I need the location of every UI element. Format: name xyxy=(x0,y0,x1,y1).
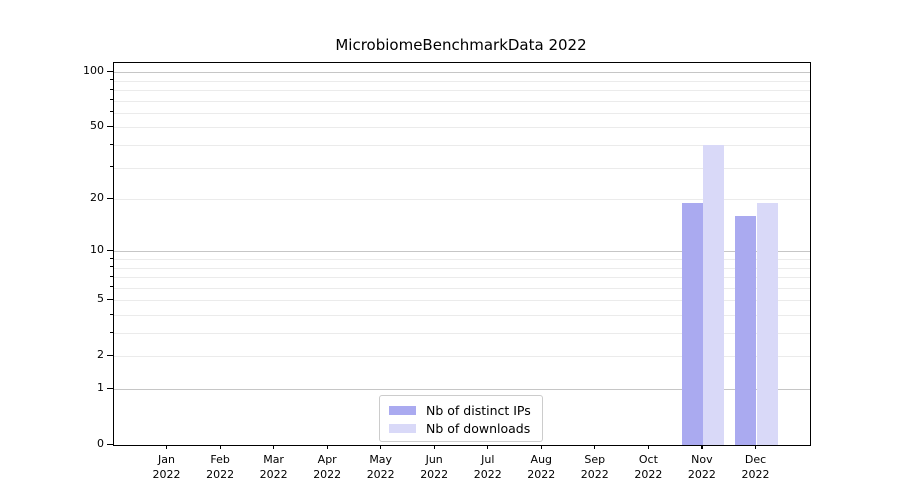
minor-gridline xyxy=(114,267,810,269)
x-tick-label: Apr 2022 xyxy=(313,453,342,481)
x-tick xyxy=(594,445,596,449)
minor-gridline xyxy=(114,287,810,289)
x-tick-label: Nov 2022 xyxy=(687,453,716,481)
y-minor-tick xyxy=(109,88,113,90)
y-minor-tick xyxy=(109,79,113,80)
major-gridline xyxy=(114,389,810,390)
y-tick xyxy=(107,70,113,72)
y-minor-tick xyxy=(109,143,113,145)
y-tick-label: 1 xyxy=(97,381,104,394)
x-tick xyxy=(380,445,382,449)
y-minor-tick xyxy=(109,286,113,288)
x-tick xyxy=(540,445,542,449)
bar-dec-ips xyxy=(735,216,757,445)
x-tick-label: Sep 2022 xyxy=(580,453,609,481)
minor-gridline xyxy=(114,144,810,146)
legend: Nb of distinct IPs Nb of downloads xyxy=(379,395,543,442)
x-tick-label: Jun 2022 xyxy=(420,453,449,481)
x-tick-label: Mar 2022 xyxy=(259,453,288,481)
x-tick xyxy=(755,445,757,449)
x-tick xyxy=(433,445,435,449)
y-tick-label: 10 xyxy=(90,243,104,257)
y-tick xyxy=(107,387,113,389)
x-tick-label: Dec 2022 xyxy=(741,453,770,481)
minor-gridline xyxy=(114,300,810,302)
major-gridline xyxy=(114,72,810,74)
minor-gridline xyxy=(114,100,810,102)
y-tick-label: 0 xyxy=(97,437,104,450)
minor-gridline xyxy=(114,127,810,129)
x-tick-label: Aug 2022 xyxy=(527,453,556,481)
minor-gridline xyxy=(114,356,810,358)
x-tick-label: Feb 2022 xyxy=(206,453,235,481)
y-minor-tick xyxy=(109,111,113,113)
minor-gridline xyxy=(114,333,810,334)
y-tick-label: 50 xyxy=(90,119,104,133)
y-minor-tick xyxy=(109,298,113,300)
y-tick-label: 100 xyxy=(83,64,104,78)
legend-label: Nb of distinct IPs xyxy=(426,403,531,418)
y-minor-tick xyxy=(109,313,113,315)
y-minor-tick xyxy=(109,99,113,100)
legend-row: Nb of distinct IPs xyxy=(389,403,533,418)
x-tick-label: May 2022 xyxy=(366,453,395,481)
minor-gridline xyxy=(114,89,810,91)
y-minor-tick xyxy=(109,125,113,127)
minor-gridline xyxy=(114,167,810,169)
legend-swatch-downloads xyxy=(389,424,416,433)
minor-gridline xyxy=(114,199,810,200)
x-tick-label: Oct 2022 xyxy=(634,453,663,481)
minor-gridline xyxy=(114,258,810,260)
y-tick xyxy=(107,249,113,251)
y-minor-tick xyxy=(109,354,113,356)
minor-gridline xyxy=(114,314,810,316)
bar-dec-downloads xyxy=(756,202,778,445)
y-tick-label: 20 xyxy=(90,191,104,204)
y-minor-tick xyxy=(109,197,113,199)
y-tick xyxy=(107,443,113,445)
y-tick-label: 2 xyxy=(97,348,104,362)
x-tick xyxy=(166,445,168,449)
x-tick xyxy=(487,445,489,449)
y-minor-tick xyxy=(109,166,113,167)
minor-gridline xyxy=(114,112,810,114)
legend-row: Nb of downloads xyxy=(389,421,533,436)
chart-title: MicrobiomeBenchmarkData 2022 xyxy=(335,36,587,54)
x-tick xyxy=(701,445,703,449)
y-minor-tick xyxy=(109,257,113,259)
minor-gridline xyxy=(114,277,810,278)
x-tick-label: Jul 2022 xyxy=(473,453,502,481)
x-tick xyxy=(326,445,328,449)
y-tick-label: 5 xyxy=(97,292,104,306)
bar-nov-ips xyxy=(681,202,703,445)
legend-label: Nb of downloads xyxy=(426,421,531,436)
legend-swatch-distinct-ips xyxy=(389,406,416,415)
y-minor-tick xyxy=(109,266,113,267)
x-tick xyxy=(273,445,275,449)
y-minor-tick xyxy=(109,331,113,333)
y-minor-tick xyxy=(109,275,113,277)
x-tick-label: Jan 2022 xyxy=(152,453,181,481)
plot-area: Nb of distinct IPs Nb of downloads xyxy=(113,62,811,446)
x-tick xyxy=(647,445,650,449)
x-tick xyxy=(219,445,221,449)
bar-nov-downloads xyxy=(702,144,725,445)
minor-gridline xyxy=(114,80,810,82)
major-gridline xyxy=(114,251,810,253)
